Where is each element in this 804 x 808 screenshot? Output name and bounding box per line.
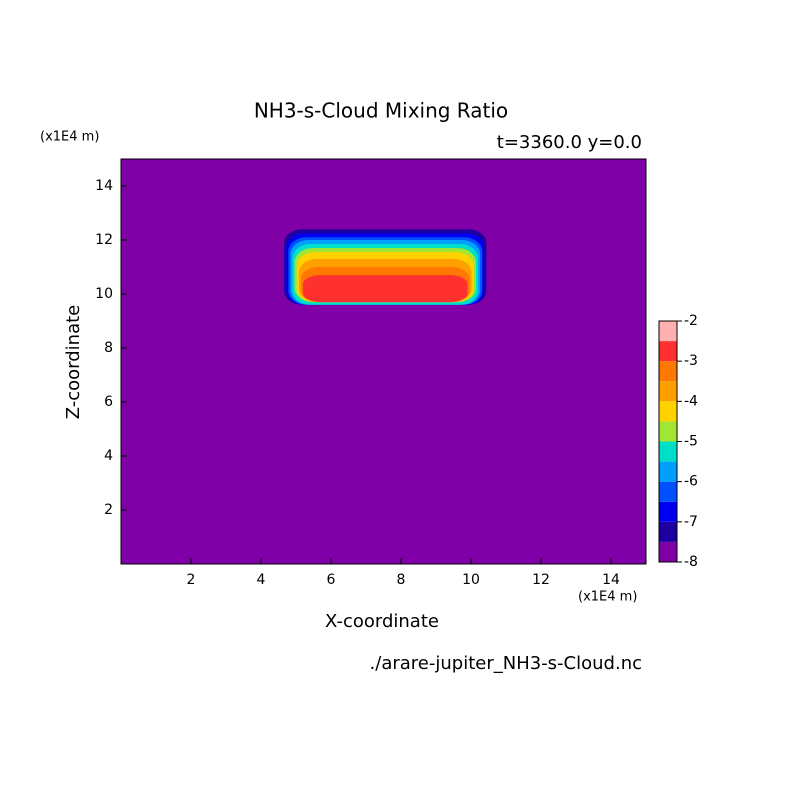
colorbar-segment <box>659 401 677 422</box>
y-tick-label: 14 <box>95 178 113 194</box>
colorbar-tick-label: -3 <box>684 353 698 369</box>
colorbar-segment <box>659 361 677 382</box>
plot-frame <box>120 158 647 565</box>
colorbar-tick-label: -7 <box>684 514 698 530</box>
y-tick-label: 12 <box>95 232 113 248</box>
colorbar-segment <box>659 521 677 542</box>
colorbar-segment <box>659 481 677 502</box>
colorbar-segment <box>659 461 677 482</box>
chart-title: NH3-s-Cloud Mixing Ratio <box>254 99 508 123</box>
colorbar-tick-label: -4 <box>684 393 698 409</box>
colorbar-segment <box>659 501 677 522</box>
contour-fill <box>303 275 468 303</box>
y-unit: (x1E4 m) <box>40 130 99 145</box>
x-tick-label: 2 <box>187 572 196 588</box>
colorbar-tick-label: -6 <box>684 474 698 490</box>
y-tick-label: 10 <box>95 286 113 302</box>
x-unit: (x1E4 m) <box>578 590 637 605</box>
y-tick-label: 8 <box>104 340 113 356</box>
y-tick-label: 6 <box>104 394 113 410</box>
x-tick-label: 14 <box>602 572 620 588</box>
x-tick-label: 12 <box>532 572 550 588</box>
x-tick-label: 10 <box>462 572 480 588</box>
colorbar-tick-label: -8 <box>684 554 698 570</box>
x-tick-label: 4 <box>257 572 266 588</box>
colorbar-segment <box>659 381 677 402</box>
y-axis-label: Z-coordinate <box>63 305 84 420</box>
contour-fill <box>121 159 646 564</box>
chart-subtitle: t=3360.0 y=0.0 <box>497 132 642 153</box>
y-tick-label: 2 <box>104 502 113 518</box>
x-axis-label: X-coordinate <box>325 611 439 632</box>
colorbar-segment <box>659 421 677 442</box>
footer: ./arare-jupiter_NH3-s-Cloud.nc <box>370 653 642 674</box>
y-tick-label: 4 <box>104 448 113 464</box>
colorbar-segment <box>659 441 677 462</box>
colorbar-segment <box>659 541 677 562</box>
colorbar-segment <box>659 341 677 362</box>
x-tick-label: 6 <box>327 572 336 588</box>
x-tick-label: 8 <box>397 572 406 588</box>
colorbar-tick-label: -2 <box>684 313 698 329</box>
colorbar-segment <box>659 321 677 342</box>
colorbar-tick-label: -5 <box>684 434 698 450</box>
